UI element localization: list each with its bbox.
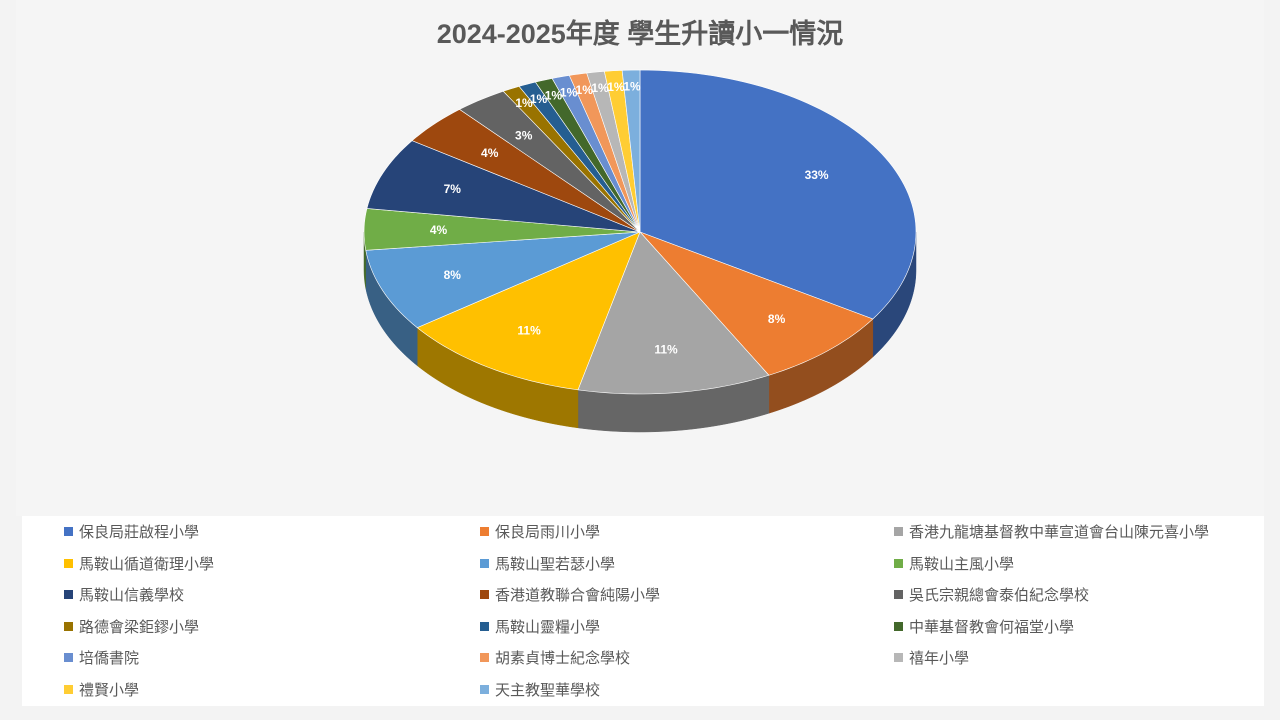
pie-chart: 33%8%11%11%8%4%7%4%3%1%1%1%1%1%1%1%1%: [363, 69, 917, 433]
legend-swatch: [894, 558, 903, 568]
legend-label: 吳氏宗親總會泰伯紀念學校: [909, 586, 1090, 604]
data-label-13: 1%: [576, 83, 594, 97]
legend-item: 馬鞍山靈糧小學: [480, 615, 600, 639]
legend-item: 中華基督教會何福堂小學: [894, 615, 1074, 639]
legend-item: 培僑書院: [64, 646, 139, 670]
legend-item: 禧年小學: [894, 646, 969, 670]
chart-title: 2024-2025年度 學生升讀小一情況: [436, 19, 844, 49]
legend-item: 香港道教聯合會純陽小學: [480, 583, 660, 607]
data-label-0: 33%: [805, 168, 829, 182]
legend-swatch: [64, 558, 73, 568]
legend-item: 天主教聖華學校: [480, 678, 600, 702]
legend-label: 胡素貞博士紀念學校: [495, 649, 631, 667]
legend: 保良局莊啟程小學 保良局雨川小學 香港九龍塘基督教中華宣道會台山陳元喜小學馬鞍山循道…: [22, 516, 1264, 706]
legend-swatch: [480, 558, 489, 568]
data-label-9: 1%: [515, 96, 533, 110]
data-label-5: 4%: [430, 223, 448, 237]
legend-swatch: [894, 653, 903, 662]
data-label-4: 8%: [444, 268, 462, 282]
legend-item: 香港九龍塘基督教中華宣道會台山陳元喜小學: [894, 520, 1209, 544]
data-label-3: 11%: [517, 324, 541, 338]
data-label-6: 7%: [444, 182, 462, 196]
pie-slice-16: [621, 69, 641, 233]
legend-label: 禧年小學: [909, 649, 970, 667]
data-label-10: 1%: [530, 92, 548, 106]
legend-swatch: [64, 653, 73, 662]
legend-label: 中華基督教會何福堂小學: [909, 617, 1075, 636]
legend-item: 胡素貞博士紀念學校: [480, 646, 630, 670]
data-label-2: 11%: [654, 342, 678, 356]
pie-slices: [363, 69, 917, 395]
legend-label: 馬鞍山靈糧小學: [495, 617, 601, 636]
pie-slice-4: [365, 231, 641, 328]
data-label-7: 4%: [481, 146, 499, 160]
legend-item: 馬鞍山主風小學: [894, 552, 1014, 576]
legend-item: 吳氏宗親總會泰伯紀念學校: [894, 583, 1089, 607]
legend-swatch: [64, 590, 73, 599]
legend-item: 路德會梁鉅鏐小學: [64, 615, 199, 639]
legend-swatch: [894, 621, 903, 631]
legend-label: 香港道教聯合會純陽小學: [495, 586, 661, 604]
legend-swatch: [480, 527, 489, 536]
legend-label: 培僑書院: [79, 649, 140, 667]
data-label-11: 1%: [545, 88, 563, 102]
legend-swatch: [480, 621, 489, 631]
data-label-16: 1%: [623, 79, 641, 93]
legend-label: 保良局莊啟程小學: [79, 523, 200, 541]
pie-slice-3: [416, 231, 641, 391]
legend-item: 保良局雨川小學: [480, 520, 600, 544]
legend-swatch: [64, 621, 73, 631]
legend-label: 香港九龍塘基督教中華宣道會台山陳元喜小學: [909, 523, 1210, 541]
legend-item: 禮賢小學: [64, 678, 139, 702]
data-label-1: 8%: [768, 312, 786, 326]
legend-label: 馬鞍山聖若瑟小學: [495, 554, 616, 573]
legend-label: 天主教聖華學校: [495, 680, 601, 699]
legend-item: 馬鞍山循道衛理小學: [64, 552, 214, 576]
legend-label: 路德會梁鉅鏐小學: [79, 617, 200, 636]
pie-slice-6: [366, 140, 641, 233]
data-label-14: 1%: [591, 81, 609, 95]
legend-label: 馬鞍山循道衛理小學: [79, 554, 215, 573]
data-labels: 33%8%11%11%8%4%7%4%3%1%1%1%1%1%1%1%1%: [430, 79, 829, 356]
pie-slice-5: [363, 208, 641, 251]
legend-swatch: [64, 684, 73, 694]
data-label-8: 3%: [515, 128, 533, 142]
legend-swatch: [894, 527, 903, 536]
legend-label: 馬鞍山信義學校: [79, 586, 185, 604]
data-label-12: 1%: [560, 85, 578, 99]
legend-swatch: [894, 590, 903, 599]
pie-slice-2: [577, 231, 770, 395]
legend-swatch: [64, 527, 73, 536]
pie-slice-8: [458, 90, 641, 233]
legend-label: 馬鞍山主風小學: [909, 554, 1015, 573]
legend-swatch: [480, 684, 489, 694]
legend-swatch: [480, 590, 489, 599]
pie-slice-7: [411, 109, 641, 233]
pie-slice-1: [639, 231, 874, 376]
legend-swatch: [480, 653, 489, 662]
legend-label: 禮賢小學: [79, 680, 140, 699]
legend-item: 馬鞍山聖若瑟小學: [480, 552, 615, 576]
legend-item: 保良局莊啟程小學: [64, 520, 199, 544]
pie-slice-0: [639, 69, 917, 320]
data-label-15: 1%: [607, 80, 625, 94]
legend-label: 保良局雨川小學: [495, 523, 601, 541]
legend-item: 馬鞍山信義學校: [64, 583, 184, 607]
